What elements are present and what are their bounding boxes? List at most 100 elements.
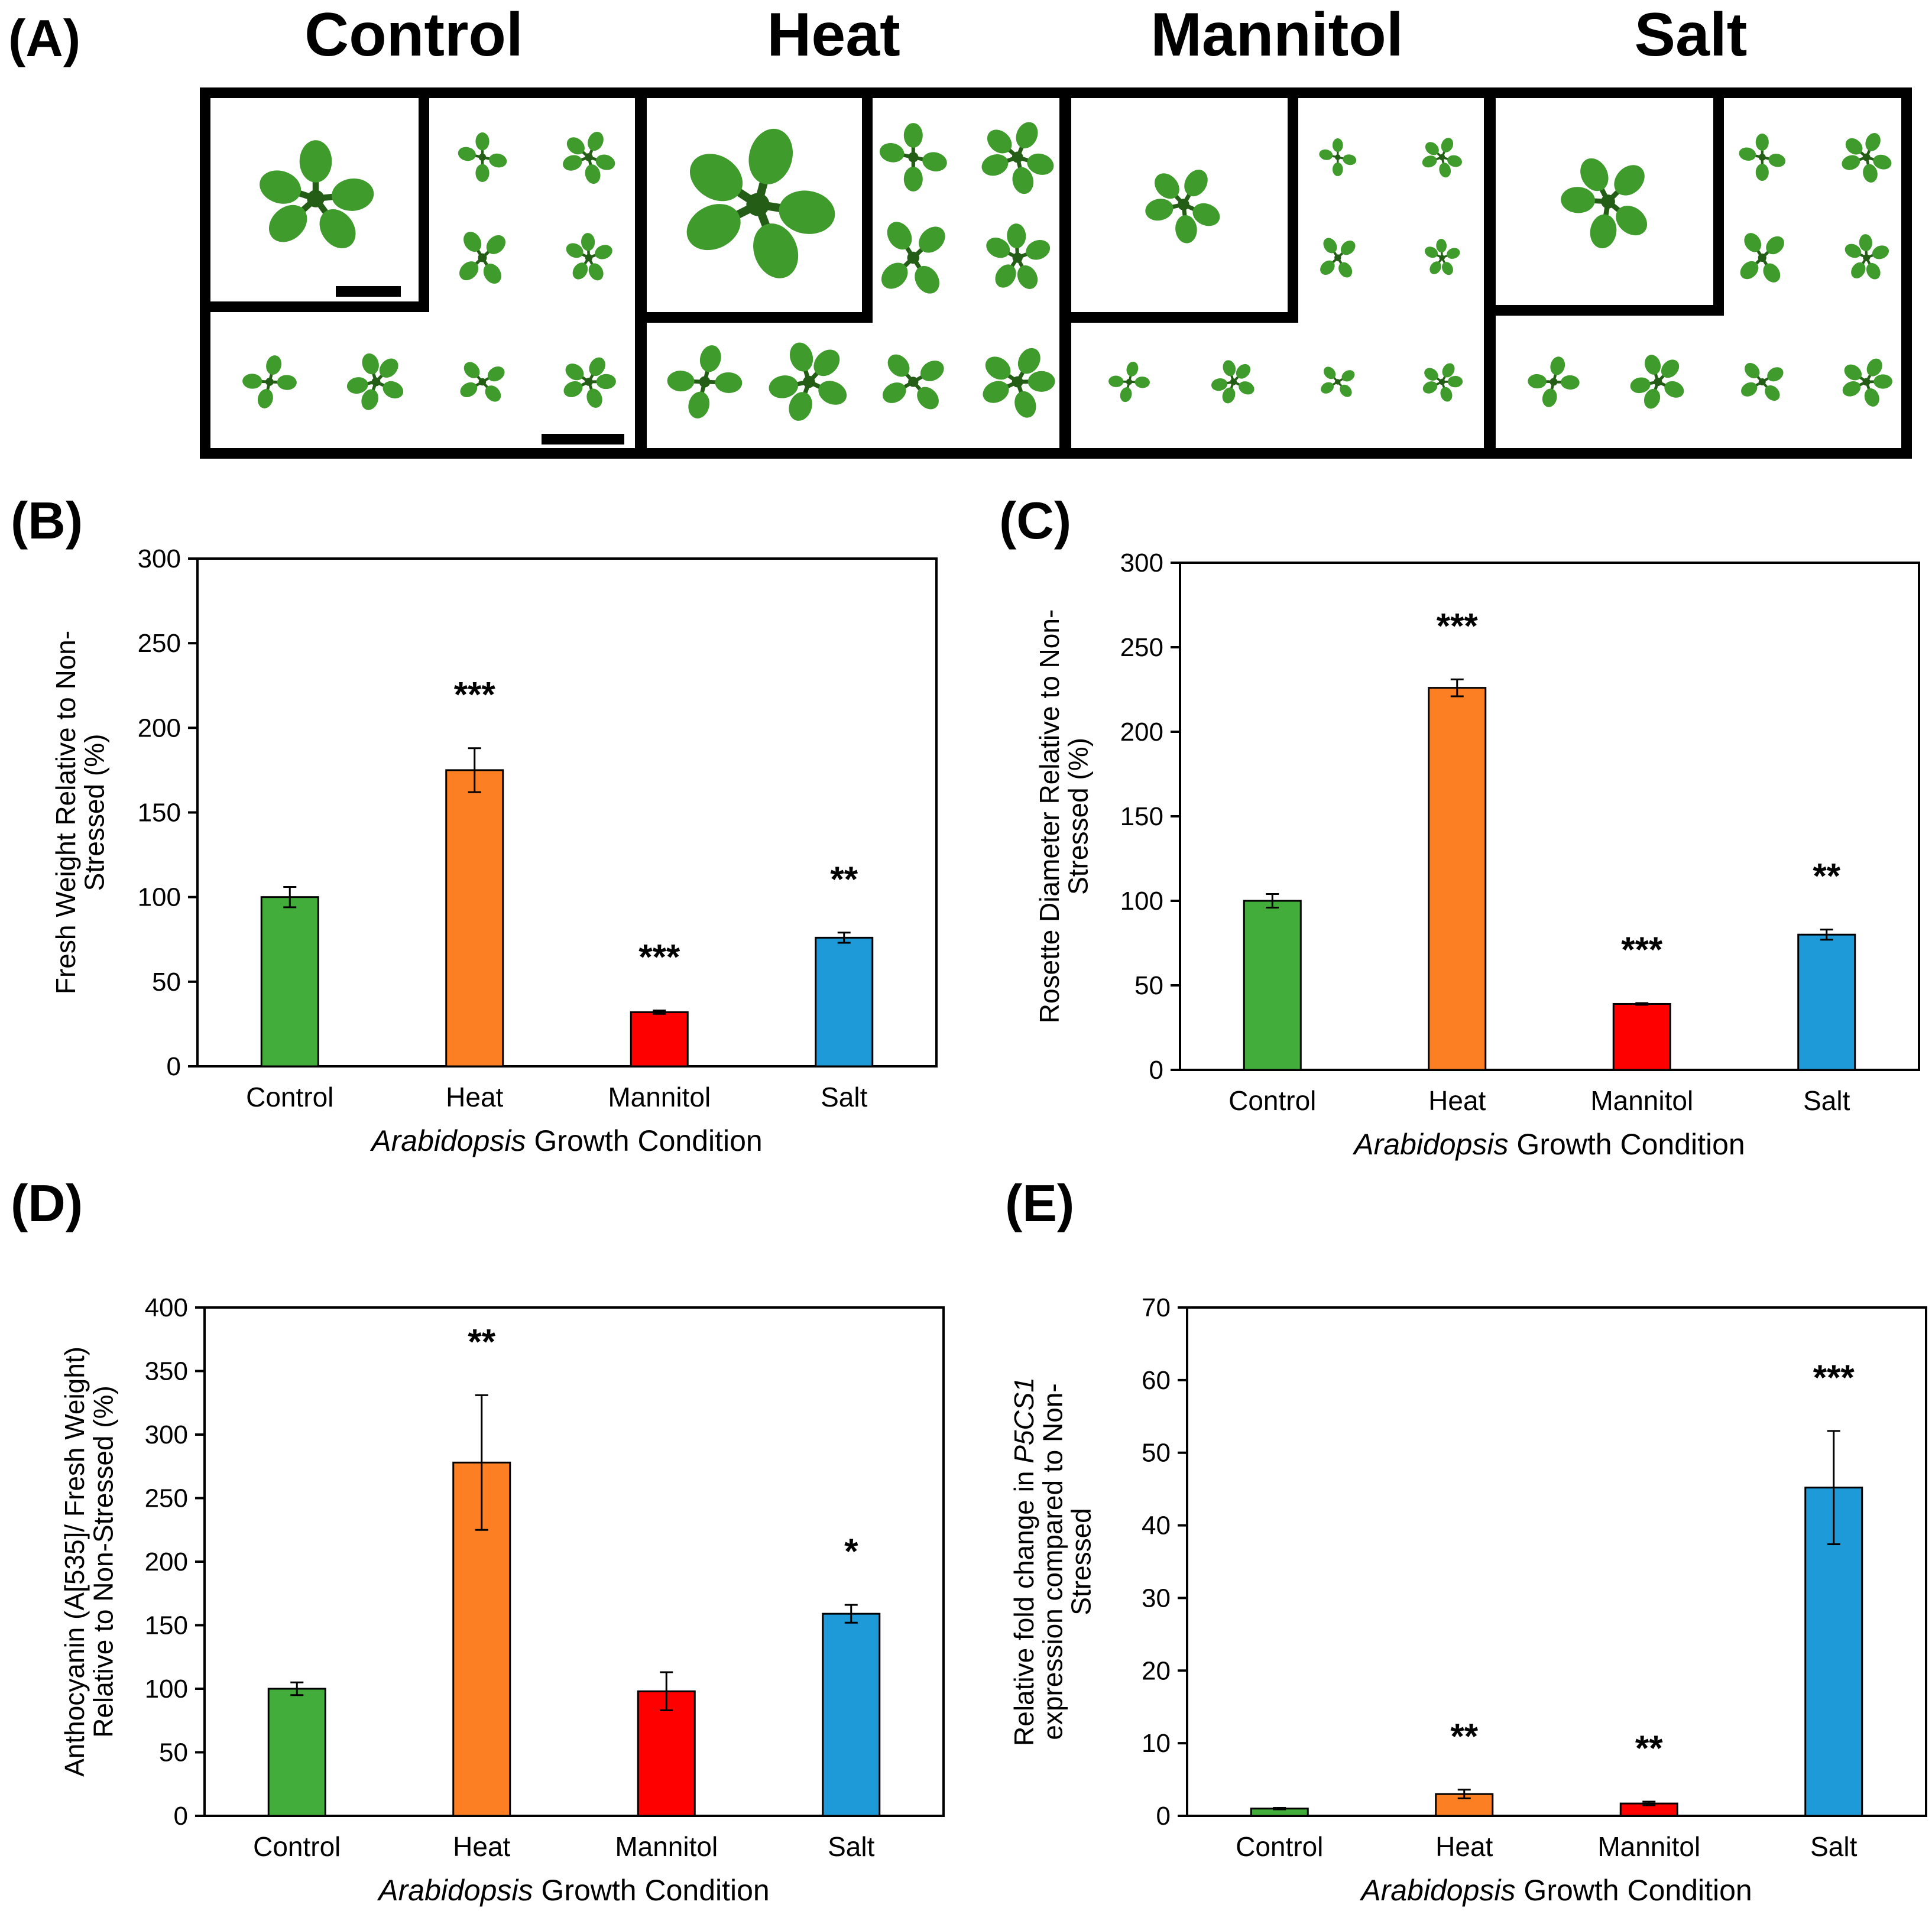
significance-marker: ** xyxy=(830,859,858,899)
bar-mannitol xyxy=(630,1011,689,1068)
y-tick-label: 0 xyxy=(1149,1056,1163,1085)
y-tick-label: 250 xyxy=(1120,633,1163,662)
seedling-image xyxy=(458,132,507,182)
panel-b-label: (B) xyxy=(11,491,83,550)
seedling-image xyxy=(1108,361,1150,403)
condition-title-salt: Salt xyxy=(1634,1,1748,69)
seedling-image xyxy=(563,357,616,408)
seedling-photo-frame xyxy=(200,87,1912,459)
seedling-image xyxy=(346,353,404,410)
category-label: Heat xyxy=(1428,1085,1486,1116)
seedling-image xyxy=(986,223,1051,289)
seedling-image xyxy=(1842,133,1892,183)
significance-marker: * xyxy=(844,1532,858,1571)
category-label: Control xyxy=(246,1082,333,1112)
seedling-image xyxy=(1211,360,1254,404)
seedling-image xyxy=(563,131,615,184)
significance-marker: *** xyxy=(638,937,680,977)
category-label: Salt xyxy=(821,1082,867,1112)
seedling-image xyxy=(1741,363,1784,401)
seedling-image xyxy=(1145,170,1220,244)
scale-bar xyxy=(542,434,624,445)
seedling-image xyxy=(459,232,506,284)
category-label: Control xyxy=(1236,1831,1323,1862)
seedling-image xyxy=(769,342,847,421)
category-label: Control xyxy=(253,1831,341,1862)
y-tick-label: 0 xyxy=(167,1052,181,1081)
seedling-image xyxy=(983,348,1055,418)
seedling-image xyxy=(242,355,297,408)
seedling-image xyxy=(667,345,743,418)
y-tick-label: 100 xyxy=(138,883,181,912)
photo-divider xyxy=(635,98,647,448)
bar-control xyxy=(1243,900,1302,1071)
category-label: Mannitol xyxy=(1590,1085,1693,1116)
y-tick-label: 50 xyxy=(1142,1439,1171,1468)
bar-salt xyxy=(815,936,874,1068)
condition-title-heat: Heat xyxy=(767,1,900,69)
significance-marker: ** xyxy=(1813,856,1840,896)
y-tick-label: 150 xyxy=(1120,802,1163,831)
bar-salt xyxy=(822,1612,881,1817)
category-label: Salt xyxy=(1803,1085,1850,1116)
fresh-weight-chart: 0 50 100 150 200 250 300 Control *** Heat *** Manni… xyxy=(50,544,938,1157)
seedling-image xyxy=(881,222,945,294)
significance-marker: *** xyxy=(1621,930,1663,969)
y-tick-label: 200 xyxy=(145,1547,188,1576)
seedling-image xyxy=(1740,233,1784,283)
significance-marker: ** xyxy=(468,1322,495,1361)
bar-mannitol xyxy=(637,1690,696,1817)
condition-title-control: Control xyxy=(304,1,523,69)
y-tick-label: 70 xyxy=(1142,1293,1171,1322)
seedling-image xyxy=(1320,238,1356,278)
seedling-image xyxy=(686,128,835,278)
y-axis-label: Rosette Diameter Relative to Non-Stresse… xyxy=(1034,609,1093,1024)
rosette-diameter-chart: 0 50 100 150 200 250 300 Control *** Heat *** Manni… xyxy=(1034,549,1920,1161)
seedling-image xyxy=(260,140,374,249)
y-tick-label: 150 xyxy=(138,799,181,828)
y-tick-label: 0 xyxy=(1156,1802,1171,1831)
seedling-images xyxy=(242,122,1892,421)
significance-marker: ** xyxy=(1450,1717,1478,1756)
x-axis-label: Arabidopsis Growth Condition xyxy=(377,1874,769,1907)
category-label: Salt xyxy=(828,1831,874,1862)
seedling-image xyxy=(1845,234,1889,280)
seedling-image xyxy=(1422,363,1463,402)
bar-control xyxy=(267,1688,326,1817)
y-tick-label: 250 xyxy=(145,1484,188,1513)
category-label: Heat xyxy=(1435,1831,1493,1862)
x-axis-label: Arabidopsis Growth Condition xyxy=(1352,1128,1745,1161)
panel-d-label: (D) xyxy=(11,1174,83,1232)
y-tick-label: 250 xyxy=(138,629,181,658)
y-tick-label: 400 xyxy=(145,1293,188,1322)
y-tick-label: 150 xyxy=(145,1611,188,1640)
p5cs1-expression-chart: 0 10 20 30 40 50 60 70 Control ** Heat ** Mannitol **… xyxy=(1009,1293,1927,1907)
category-label: Control xyxy=(1228,1085,1316,1116)
y-tick-label: 50 xyxy=(159,1738,188,1767)
bar-heat xyxy=(445,769,504,1068)
anthocyanin-chart: 0 50 100 150 200 250 300 350 400 Control ** Heat Man… xyxy=(59,1293,945,1907)
photo-panel-mannitol xyxy=(1071,98,1484,448)
significance-marker: *** xyxy=(1437,606,1479,645)
y-tick-label: 100 xyxy=(1120,887,1163,916)
y-tick-label: 100 xyxy=(145,1675,188,1704)
y-tick-label: 300 xyxy=(138,544,181,573)
significance-marker: *** xyxy=(454,675,496,715)
y-tick-label: 50 xyxy=(1134,971,1163,1000)
seedling-image xyxy=(1321,366,1355,397)
bar-salt xyxy=(1797,933,1856,1071)
inset-scale-bar xyxy=(336,286,401,297)
seedling-image xyxy=(1561,158,1648,249)
y-axis-label: Anthocyanin (A[535]/ Fresh Weight)Relati… xyxy=(59,1347,118,1777)
category-label: Salt xyxy=(1810,1831,1857,1862)
category-label: Heat xyxy=(453,1831,510,1862)
y-tick-label: 10 xyxy=(1142,1729,1171,1758)
seedling-image xyxy=(460,362,505,402)
y-tick-label: 40 xyxy=(1142,1511,1171,1540)
seedling-image xyxy=(1630,355,1684,409)
panel-c-label: (C) xyxy=(999,491,1072,550)
y-tick-label: 300 xyxy=(145,1420,188,1449)
category-label: Heat xyxy=(446,1082,503,1112)
seedling-image xyxy=(882,354,944,410)
y-tick-label: 200 xyxy=(138,713,181,742)
